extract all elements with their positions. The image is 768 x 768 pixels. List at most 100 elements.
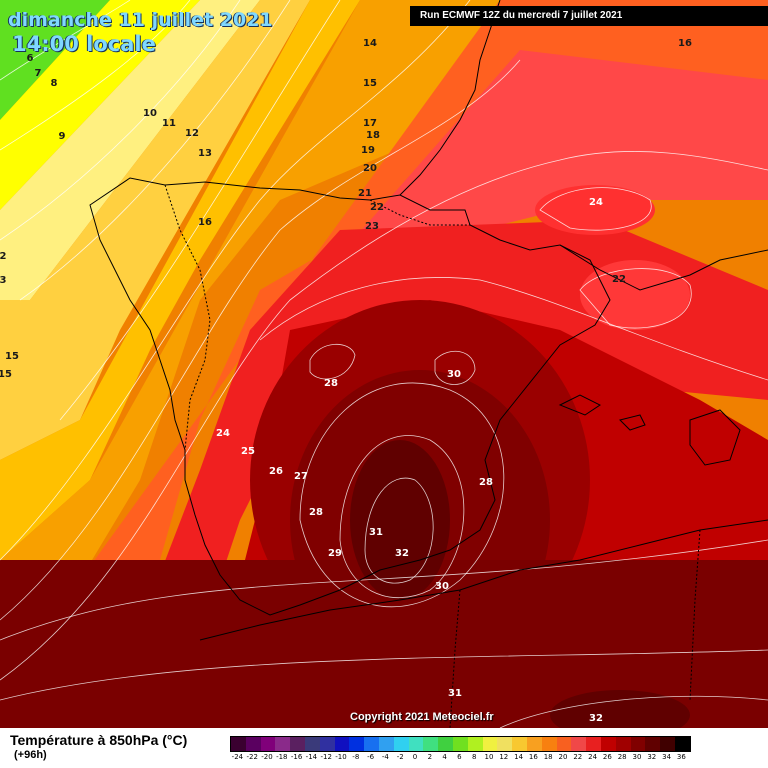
isotherm-line [499, 695, 768, 728]
contour-label: 24 [216, 428, 230, 439]
color-swatch [512, 737, 527, 751]
isotherm-line [59, 0, 341, 421]
algeria-tunisia-border [689, 529, 701, 701]
isotherm-line [0, 649, 768, 701]
scale-tick-label: 28 [617, 753, 627, 761]
color-swatch [556, 737, 572, 751]
color-swatch [245, 737, 261, 751]
scale-tick-label: 8 [471, 753, 477, 761]
contour-label: 26 [269, 466, 283, 477]
color-swatch [423, 737, 439, 751]
north-africa-coast [199, 519, 768, 641]
color-swatch [467, 737, 483, 751]
scale-tick-label: 30 [632, 753, 642, 761]
contour-label: 13 [198, 148, 212, 159]
isotherm-line [299, 382, 505, 608]
scale-tick-label: -16 [290, 753, 303, 761]
color-swatch [260, 737, 276, 751]
isotherm-line [0, 0, 131, 81]
contour-label: 10 [143, 108, 157, 119]
contour-label: 16 [198, 217, 212, 228]
contour-label: 23 [365, 221, 379, 232]
color-swatch [408, 737, 424, 751]
color-scale-ticks: -24 -22 -20 -18 -16 -14 -12 -10 -8 -6 -4 -2 0 2 4 6 8 10 1… [230, 753, 702, 765]
color-swatch [452, 737, 468, 751]
isotherm-line [434, 351, 476, 385]
color-swatch [393, 737, 409, 751]
contour-label: 8 [51, 78, 58, 89]
contour-label: 32 [589, 713, 603, 724]
contour-label: 28 [309, 507, 323, 518]
isotherm-line [0, 151, 768, 681]
color-swatch [645, 737, 661, 751]
scale-tick-label: -24 [231, 753, 244, 761]
contour-label: 27 [294, 471, 308, 482]
field-band-pale [0, 0, 260, 300]
isotherm-line [19, 0, 291, 301]
scale-tick-label: 24 [588, 753, 598, 761]
contour-label: 15 [0, 369, 12, 380]
contour-label: 17 [363, 118, 377, 129]
contour-label: 15 [363, 78, 377, 89]
field-core-32-south [550, 690, 690, 728]
contour-label: 32 [395, 548, 409, 559]
scale-tick-label: 2 [427, 753, 433, 761]
scale-tick-label: -20 [261, 753, 273, 761]
scale-tick-label: -8 [352, 753, 360, 761]
color-swatch [349, 737, 365, 751]
color-swatch [571, 737, 587, 751]
scale-tick-label: -22 [246, 753, 258, 761]
contour-label: 22 [370, 202, 384, 213]
contour-label: 12 [185, 128, 199, 139]
contour-label: 16 [678, 38, 692, 49]
france-coastline [399, 0, 501, 196]
isotherm-line [0, 59, 521, 621]
color-swatch [674, 737, 690, 751]
contour-label: 3 [0, 275, 7, 286]
scale-tick-label: 16 [528, 753, 538, 761]
field-band-gold [0, 0, 360, 560]
legend-title: Température à 850hPa (°C) [10, 732, 188, 748]
color-swatch [334, 737, 350, 751]
contour-label: 31 [369, 527, 383, 538]
color-swatch [600, 737, 616, 751]
contour-labels: 6789101112131415161617181920212223242223… [0, 38, 692, 724]
temperature-map: 6789101112131415161617181920212223242223… [0, 0, 768, 728]
sardinia [689, 409, 741, 466]
copyright: Copyright 2021 Meteociel.fr [350, 711, 494, 723]
isotherm-line [579, 268, 692, 329]
balearic-islands [558, 394, 646, 431]
contour-label: 28 [479, 477, 493, 488]
contour-label: 6 [27, 53, 34, 64]
contour-label: 15 [5, 351, 19, 362]
color-swatch [586, 737, 601, 751]
coastlines [89, 0, 768, 728]
isotherm-line [539, 187, 652, 231]
contour-label: 19 [361, 145, 375, 156]
legend-subtitle: (+96h) [14, 749, 47, 761]
model-run-info: Run ECMWF 12Z du mercredi 7 juillet 2021 [410, 6, 768, 26]
contour-label: 2 [0, 251, 7, 262]
contour-label: 24 [589, 197, 603, 208]
iberia-coastline [89, 177, 611, 616]
scale-tick-label: -2 [396, 753, 404, 761]
scale-tick-label: 6 [457, 753, 462, 761]
color-swatch [290, 737, 305, 751]
morocco-algeria-border [449, 589, 461, 728]
scale-tick-label: 26 [602, 753, 612, 761]
field-warm-spot-france [535, 185, 655, 235]
scale-tick-label: -12 [320, 753, 332, 761]
contour-label: 20 [363, 163, 377, 174]
isotherm-line [0, 539, 768, 641]
color-swatch [378, 737, 394, 751]
color-swatch [615, 737, 631, 751]
scale-tick-label: 10 [484, 753, 494, 761]
spain-france-border [369, 199, 470, 226]
scale-tick-label: 36 [676, 753, 686, 761]
contour-label: 14 [363, 38, 377, 49]
field-warm-spot-provence [580, 260, 690, 330]
scale-tick-label: 14 [514, 753, 524, 761]
forecast-date: dimanche 11 juillet 2021 [8, 9, 273, 31]
contour-label: 31 [448, 688, 462, 699]
